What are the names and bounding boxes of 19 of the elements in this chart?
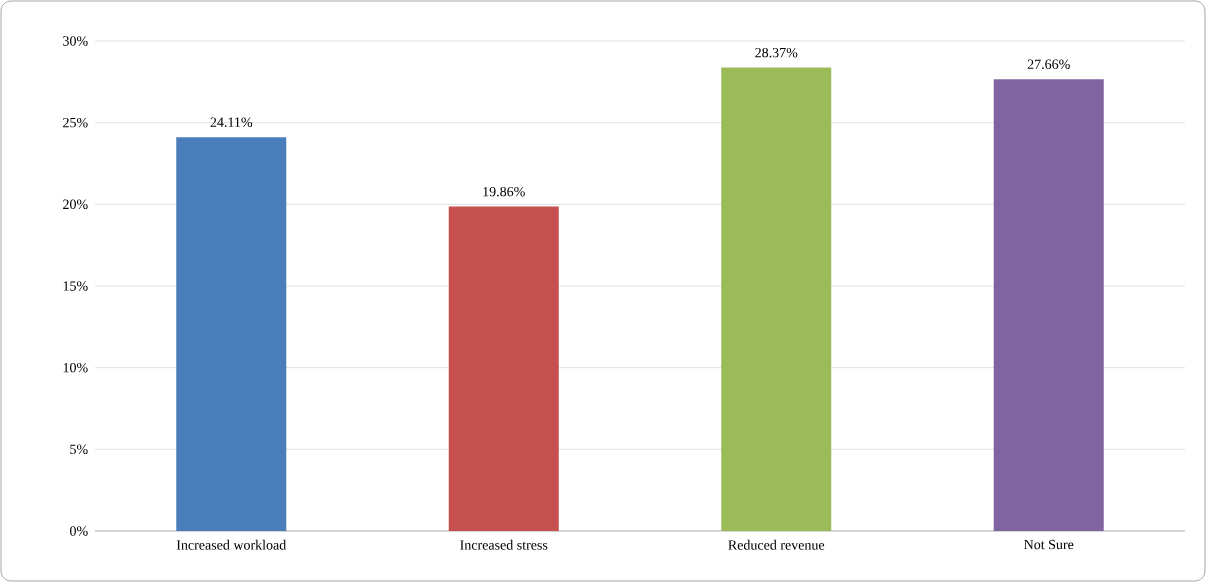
bar bbox=[176, 137, 287, 531]
x-tick-label: Reduced revenue bbox=[728, 539, 825, 550]
y-tick-label: 10% bbox=[63, 362, 88, 373]
bar bbox=[993, 79, 1104, 531]
data-label: 19.86% bbox=[483, 186, 525, 197]
bar bbox=[448, 206, 559, 531]
y-tick-label: 30% bbox=[63, 36, 88, 46]
y-tick-label: 0% bbox=[70, 526, 88, 536]
y-tick-label: 15% bbox=[63, 281, 88, 291]
data-label: 24.11% bbox=[210, 117, 253, 127]
y-tick-label: 5% bbox=[70, 444, 88, 455]
x-tick-label: Not Sure bbox=[1024, 539, 1074, 550]
y-tick-label: 25% bbox=[63, 117, 88, 128]
data-label: 28.37% bbox=[755, 47, 798, 58]
x-tick-label: Increased stress bbox=[460, 539, 548, 550]
data-label: 27.66% bbox=[1027, 59, 1070, 70]
x-tick-label: Increased workload bbox=[176, 539, 287, 550]
bar bbox=[721, 67, 832, 531]
y-tick-label: 20% bbox=[63, 199, 88, 210]
